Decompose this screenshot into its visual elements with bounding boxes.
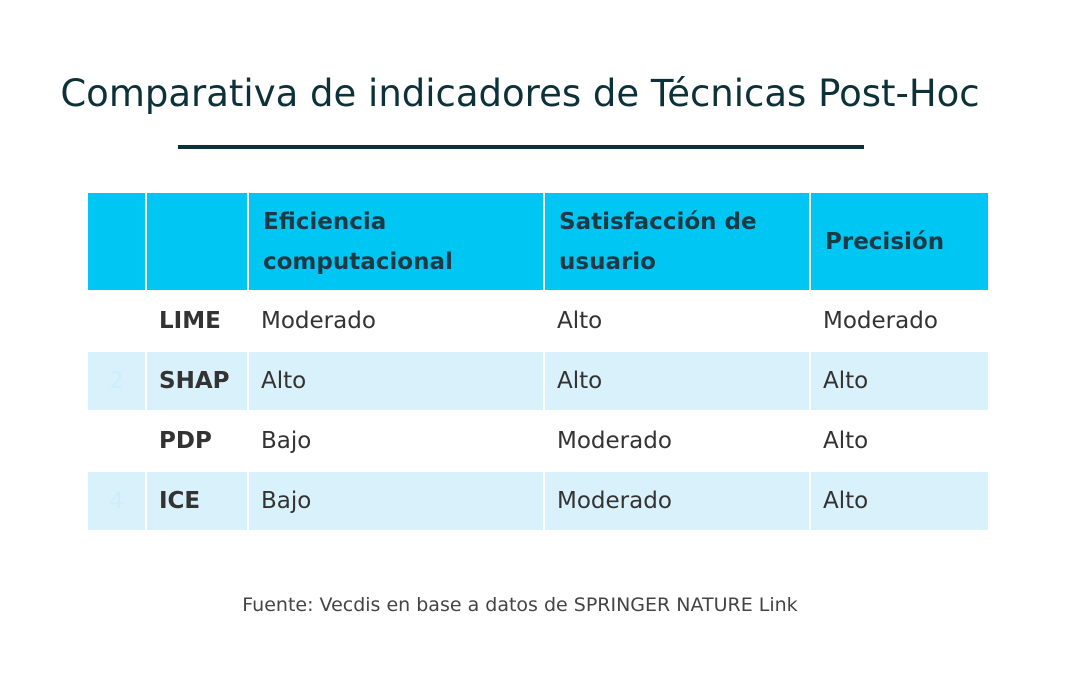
cell-precision: Alto [810, 411, 988, 472]
cell-satisfaccion: Moderado [544, 471, 811, 532]
row-number: 4 [88, 471, 147, 532]
table-row: 4 ICE Bajo Moderado Alto [88, 471, 988, 532]
cell-eficiencia: Bajo [248, 471, 545, 532]
cell-precision: Moderado [810, 291, 988, 352]
table-header-row: Eficiencia computacional Satisfacción de… [88, 193, 988, 292]
row-number [88, 411, 147, 472]
header-satisfaccion: Satisfacción de usuario [544, 193, 811, 292]
technique-name: SHAP [146, 351, 249, 412]
technique-name: ICE [146, 471, 249, 532]
cell-satisfaccion: Alto [544, 351, 811, 412]
table-row: PDP Bajo Moderado Alto [88, 411, 988, 472]
cell-precision: Alto [810, 351, 988, 412]
cell-eficiencia: Alto [248, 351, 545, 412]
technique-name: LIME [146, 291, 249, 352]
source-note: Fuente: Vecdis en base a datos de SPRING… [242, 594, 798, 616]
cell-eficiencia: Bajo [248, 411, 545, 472]
technique-name: PDP [146, 411, 249, 472]
header-technique [146, 193, 249, 292]
cell-precision: Alto [810, 471, 988, 532]
table-row: LIME Moderado Alto Moderado [88, 291, 988, 352]
cell-satisfaccion: Moderado [544, 411, 811, 472]
header-index [88, 193, 147, 292]
header-precision: Precisión [810, 193, 988, 292]
row-number [88, 291, 147, 352]
cell-eficiencia: Moderado [248, 291, 545, 352]
page-title: Comparativa de indicadores de Técnicas P… [60, 72, 980, 115]
cell-satisfaccion: Alto [544, 291, 811, 352]
header-eficiencia: Eficiencia computacional [248, 193, 545, 292]
title-underline [178, 145, 864, 149]
comparison-table: Eficiencia computacional Satisfacción de… [88, 193, 988, 532]
table-row: 2 SHAP Alto Alto Alto [88, 351, 988, 412]
row-number: 2 [88, 351, 147, 412]
